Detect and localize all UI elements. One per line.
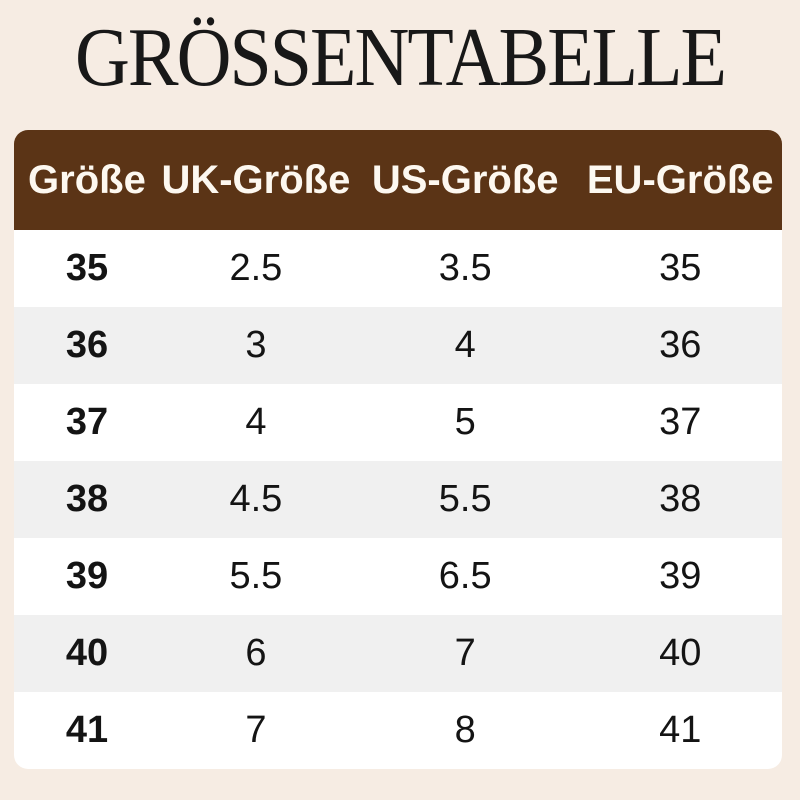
size-table: Größe UK-Größe US-Größe EU-Größe 35 2.5 … — [14, 130, 782, 769]
table-cell: 7 — [245, 709, 267, 751]
table-cell: 7 — [454, 632, 476, 674]
table-cell: 37 — [659, 401, 702, 443]
table-cell: 40 — [65, 632, 109, 674]
table-cell: 2.5 — [229, 247, 283, 289]
table-cell: 3.5 — [438, 247, 492, 289]
column-header-groesse: Größe — [28, 157, 146, 202]
table-cell: 37 — [65, 401, 109, 443]
table-cell: 35 — [659, 247, 702, 289]
table-cell: 4.5 — [229, 478, 283, 520]
table-cell: 5.5 — [438, 478, 492, 520]
table-cell: 36 — [65, 324, 109, 366]
table-row: 38 4.5 5.5 38 — [14, 461, 782, 538]
table-cell: 4 — [245, 401, 267, 443]
table-cell: 38 — [659, 478, 702, 520]
table-row: 37 4 5 37 — [14, 384, 782, 461]
table-header-row: Größe UK-Größe US-Größe EU-Größe — [14, 130, 782, 230]
table-cell: 8 — [454, 709, 476, 751]
table-cell: 3 — [245, 324, 267, 366]
table-cell: 4 — [454, 324, 476, 366]
table-cell: 38 — [65, 478, 109, 520]
table-cell: 41 — [65, 709, 109, 751]
table-row: 40 6 7 40 — [14, 615, 782, 692]
table-cell: 40 — [659, 632, 702, 674]
table-cell: 36 — [659, 324, 702, 366]
column-header-us-groesse: US-Größe — [371, 157, 559, 202]
table-row: 41 7 8 41 — [14, 692, 782, 769]
table-cell: 39 — [65, 555, 109, 597]
table-cell: 5 — [454, 401, 476, 443]
table-cell: 35 — [65, 247, 109, 289]
page-title: GRÖSSENTABELLE — [75, 11, 727, 104]
table-row: 35 2.5 3.5 35 — [14, 230, 782, 307]
table-cell: 6 — [245, 632, 267, 674]
table-cell: 5.5 — [229, 555, 283, 597]
table-row: 36 3 4 36 — [14, 307, 782, 384]
table-cell: 6.5 — [438, 555, 492, 597]
table-cell: 41 — [659, 709, 702, 751]
size-table-container: Größe UK-Größe US-Größe EU-Größe 35 2.5 … — [14, 130, 782, 769]
table-cell: 39 — [659, 555, 702, 597]
column-header-uk-groesse: UK-Größe — [161, 157, 351, 202]
table-row: 39 5.5 6.5 39 — [14, 538, 782, 615]
column-header-eu-groesse: EU-Größe — [586, 157, 774, 202]
